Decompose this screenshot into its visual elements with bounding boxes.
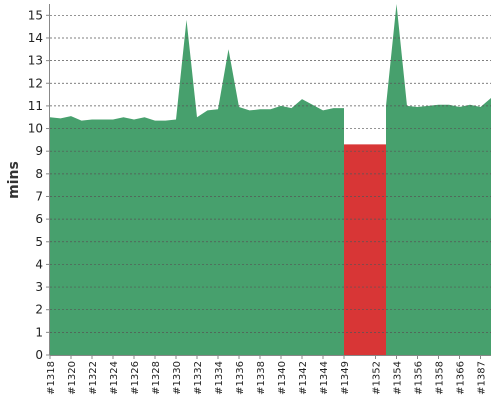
x-tick-label: #1324 [109,361,120,395]
build-duration-area-failure [344,144,386,355]
x-tick-label: #1356 [414,361,425,395]
y-tick-label: 0 [35,348,43,362]
x-tick-label: #1340 [277,361,288,395]
x-tick-label: #1328 [151,361,162,395]
x-tick-label: #1330 [172,361,183,395]
x-tick-label: #1342 [298,361,309,395]
y-tick-label: 5 [35,235,43,249]
x-tick-label: #1318 [46,361,57,395]
y-axis-label: mins [6,161,22,199]
x-tick-label: #1344 [319,361,330,395]
y-tick-label: 13 [28,54,43,68]
y-tick-label: 9 [35,144,43,158]
x-tick-label: #1358 [435,361,446,395]
y-tick-label: 2 [35,303,43,317]
y-tick-label: 8 [35,167,43,181]
build-duration-area-success [50,19,344,355]
x-tick-label: #1352 [372,361,383,395]
x-tick-label: #1332 [193,361,204,395]
y-tick-label: 4 [35,257,43,271]
x-tick-label: #1320 [67,361,78,395]
x-tick-label: #1387 [477,361,488,395]
x-tick-label: #1366 [456,361,467,395]
x-tick-label: #1354 [393,361,404,395]
y-tick-label: 1 [35,325,43,339]
y-tick-label: 3 [35,280,43,294]
build-duration-area-success [386,4,491,355]
y-tick-label: 14 [28,31,43,45]
y-tick-label: 10 [28,122,43,136]
y-tick-label: 15 [28,8,43,22]
x-tick-label: #1336 [235,361,246,395]
y-tick-label: 6 [35,212,43,226]
y-tick-label: 12 [28,76,43,90]
x-tick-label: #1349 [340,361,351,395]
x-tick-label: #1334 [214,361,225,395]
x-tick-label: #1322 [88,361,99,395]
x-tick-label: #1338 [256,361,267,395]
y-tick-label: 7 [35,189,43,203]
x-tick-label: #1326 [130,361,141,395]
y-tick-label: 11 [28,99,43,113]
